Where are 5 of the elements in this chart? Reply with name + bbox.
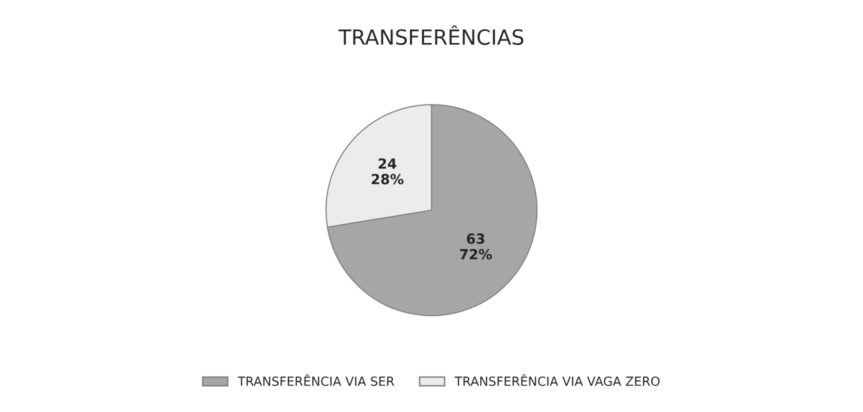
data-label: 63 72% [460,233,492,260]
data-label: 24 28% [372,158,404,184]
legend-label: TRANSFERÊNCIA VIA VAGA ZERO [454,374,660,386]
legend-label: TRANSFERÊNCIA VIA SER [238,374,394,386]
chart-title: TRANSFERÊNCIAS [338,25,524,45]
